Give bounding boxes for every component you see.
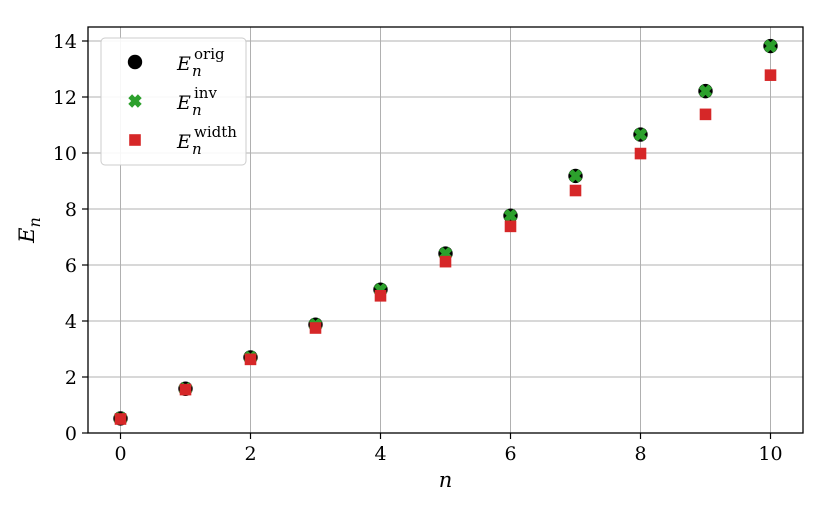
y-tick-label: 12 <box>53 87 77 109</box>
x-tick-label: 0 <box>114 443 126 465</box>
plot-frame <box>87 26 804 434</box>
x-tick-label: 4 <box>374 443 386 465</box>
data-point-square <box>634 147 647 160</box>
x-axis-label: n <box>439 468 453 492</box>
legend-label: Eninv <box>176 84 217 119</box>
x-tick-label: 6 <box>504 443 516 465</box>
y-axis-label: En <box>15 217 44 244</box>
data-point-square <box>114 413 127 425</box>
legend-label: Enorig <box>176 45 225 80</box>
data-point-x <box>763 39 778 53</box>
data-point-square <box>309 322 322 334</box>
y-tick-label: 6 <box>65 255 77 277</box>
series-3 <box>114 69 777 425</box>
y-tick-label: 14 <box>53 31 77 53</box>
data-point-x <box>503 209 518 223</box>
legend-box <box>100 37 247 166</box>
legend-marker-square <box>129 134 141 146</box>
data-point-square <box>374 290 387 302</box>
data-point-square <box>764 69 777 81</box>
data-point-square <box>569 184 582 197</box>
data-point-x <box>568 169 583 183</box>
data-points <box>113 38 778 426</box>
y-tick-label: 4 <box>65 311 77 333</box>
data-point-x <box>698 84 713 98</box>
axis-ticks: 0 2 4 6 8 10 0 2 4 6 8 10 12 14 <box>53 31 783 465</box>
y-tick-label: 10 <box>53 143 77 165</box>
y-tick-label: 8 <box>65 199 77 221</box>
data-point-square <box>504 220 517 233</box>
data-point-square <box>699 108 712 121</box>
legend-label: Enwidth <box>176 123 237 158</box>
data-point-square <box>179 383 192 396</box>
y-tick-label: 0 <box>65 423 77 445</box>
x-tick-label: 8 <box>634 443 646 465</box>
data-point-square <box>244 353 257 366</box>
x-tick-label: 10 <box>758 443 782 465</box>
legend-marker-x <box>128 94 142 108</box>
x-tick-label: 2 <box>244 443 256 465</box>
data-point-x <box>633 127 648 142</box>
legend: Enorig Eninv Enwidth <box>100 37 247 166</box>
legend-marker-circle <box>127 54 143 70</box>
y-tick-label: 2 <box>65 367 77 389</box>
data-point-square <box>439 255 452 268</box>
